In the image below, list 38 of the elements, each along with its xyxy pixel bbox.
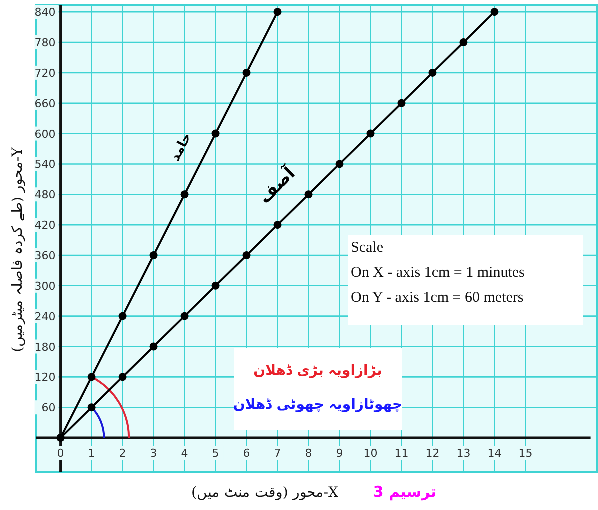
- x-tick-label: 7: [274, 447, 282, 460]
- y-tick-label: 120: [34, 371, 56, 384]
- y-tick-label: 540: [34, 158, 56, 172]
- x-tick-label: 10: [364, 447, 378, 460]
- y-tick-label: 360: [34, 249, 56, 262]
- text: حامد: [168, 130, 196, 164]
- annotation: چھوٹازاویہ چھوٹی ڈھلان: [233, 397, 403, 413]
- x-tick-label: 15: [518, 447, 533, 460]
- x-tick-label: 12: [426, 447, 440, 460]
- x-tick-label: 14: [488, 447, 502, 460]
- x-tick-label: 0: [57, 447, 64, 460]
- x-tick-label: 11: [394, 447, 409, 460]
- y-tick-label: 60: [42, 402, 56, 415]
- y-tick-label: 240: [34, 310, 56, 324]
- y-tick-label: 780: [34, 36, 56, 50]
- x-tick-label: 5: [212, 447, 220, 460]
- y-tick-label: 300: [34, 280, 56, 293]
- y-tick-label: 480: [34, 188, 56, 202]
- y-tick-label: 720: [34, 66, 56, 80]
- y-tick-label: 660: [34, 97, 56, 110]
- y-tick-label: 420: [34, 219, 56, 232]
- y-axis-title: Y-محور (طے کردہ فاصلہ میٹرمیں): [10, 146, 26, 352]
- x-axis-title: X-محور (وقت منٹ میں): [192, 485, 339, 501]
- y-tick-label: 840: [34, 6, 56, 20]
- x-tick-label: 3: [150, 447, 158, 460]
- x-tick-label: 6: [243, 447, 250, 460]
- text: ترسیم 3: [373, 483, 437, 501]
- x-tick-label: 13: [456, 447, 471, 460]
- annotation: Scale On X - axis 1cm = 1 minutes On Y - axis 1cm = 60 meters: [351, 240, 526, 306]
- y-tick-label: 180: [34, 340, 56, 354]
- x-tick-label: 8: [305, 447, 312, 460]
- x-tick-label: 2: [119, 447, 126, 460]
- annotation: بڑازاویہ بڑی ڈھلان: [254, 363, 382, 379]
- x-tick-label: 1: [88, 447, 96, 460]
- x-tick-label: 9: [336, 447, 344, 460]
- y-tick-label: 600: [34, 128, 56, 141]
- x-tick-label: 4: [181, 447, 188, 460]
- text: آصف: [254, 162, 300, 208]
